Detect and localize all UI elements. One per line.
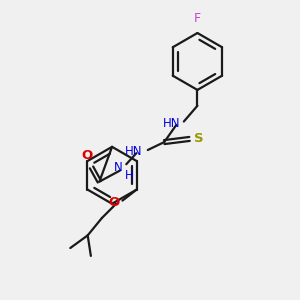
Text: H: H (125, 169, 134, 182)
Text: S: S (194, 132, 204, 146)
Text: O: O (108, 196, 119, 209)
Text: HN: HN (163, 117, 180, 130)
Text: N: N (114, 161, 123, 174)
Text: HN: HN (124, 145, 142, 158)
Text: F: F (194, 12, 201, 25)
Text: O: O (81, 149, 92, 162)
